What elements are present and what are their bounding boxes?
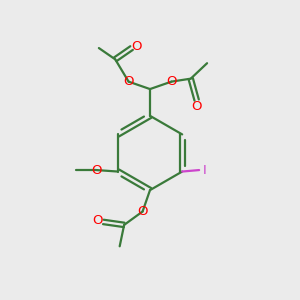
Text: I: I bbox=[203, 164, 207, 177]
Text: O: O bbox=[123, 75, 134, 88]
Text: O: O bbox=[191, 100, 202, 112]
Text: O: O bbox=[132, 40, 142, 53]
Text: O: O bbox=[166, 75, 177, 88]
Text: O: O bbox=[92, 214, 103, 227]
Text: O: O bbox=[91, 164, 102, 177]
Text: O: O bbox=[137, 205, 148, 218]
